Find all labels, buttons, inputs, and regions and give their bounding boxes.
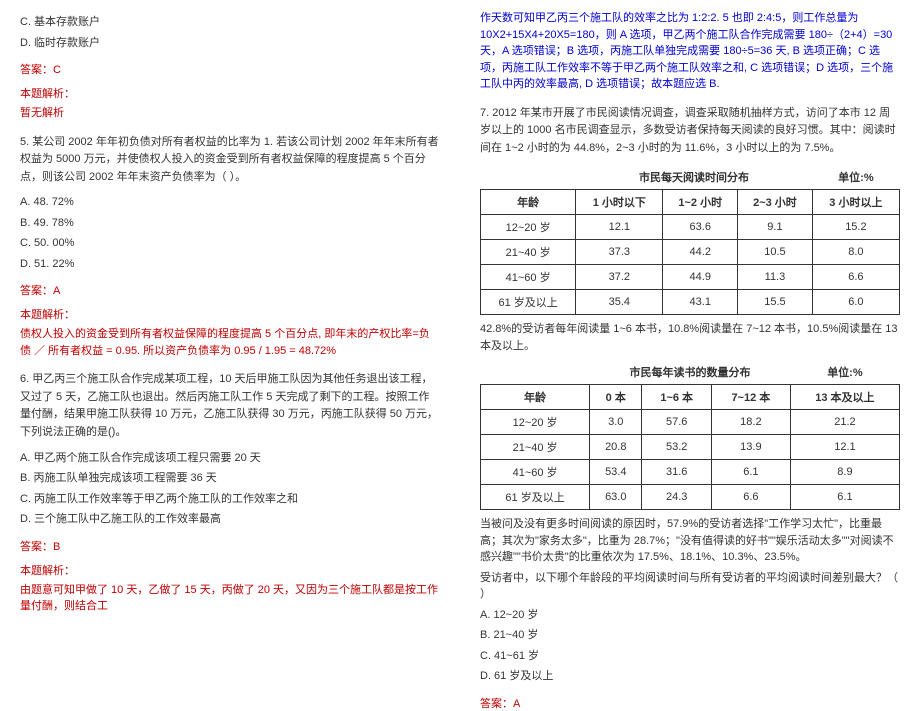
q5-explain-title: 本题解析： <box>20 306 440 322</box>
q6-explain-continued: 作天数可知甲乙丙三个施工队的效率之比为 1:2:2. 5 也即 2:4:5，则工… <box>480 10 900 93</box>
table2-title: 市民每年读书的数量分布 <box>590 360 791 385</box>
q7-after-table2-1: 当被问及没有更多时间阅读的原因时，57.9%的受访者选择"工作学习太忙"，比重最… <box>480 516 900 566</box>
table-row: 61 岁及以上35.443.115.56.0 <box>481 290 900 315</box>
q6-answer: 答案：B <box>20 538 440 554</box>
table-reading-time: 市民每天阅读时间分布 单位:% 年龄 1 小时以下 1~2 小时 2~3 小时 … <box>480 165 900 315</box>
q6-option-c: C. 丙施工队工作效率等于甲乙两个施工队的工作效率之和 <box>20 491 440 508</box>
table1-h2: 1~2 小时 <box>663 190 738 215</box>
table-row: 21~40 岁20.853.213.912.1 <box>481 435 900 460</box>
table2-header-row: 年龄 0 本 1~6 本 7~12 本 13 本及以上 <box>481 385 900 410</box>
table2-h2: 1~6 本 <box>642 385 712 410</box>
table2-h0: 年龄 <box>481 385 590 410</box>
q7-option-a: A. 12~20 岁 <box>480 607 900 624</box>
table-row: 41~60 岁37.244.911.36.6 <box>481 265 900 290</box>
table1-title: 市民每天阅读时间分布 <box>576 165 813 190</box>
q6-explain-title: 本题解析： <box>20 562 440 578</box>
q6-explain-text: 由题意可知甲做了 10 天，乙做了 15 天，丙做了 20 天，又因为三个施工队… <box>20 582 440 615</box>
table-row: 12~20 岁12.163.69.115.2 <box>481 215 900 240</box>
table1-h0: 年龄 <box>481 190 576 215</box>
q4-option-d: D. 临时存款账户 <box>20 35 440 52</box>
q4-explain-text: 暂无解析 <box>20 105 440 122</box>
q4-option-c: C. 基本存款账户 <box>20 14 440 31</box>
q7-option-b: B. 21~40 岁 <box>480 627 900 644</box>
q5-option-b: B. 49. 78% <box>20 215 440 232</box>
q5-option-a: A. 48. 72% <box>20 194 440 211</box>
right-column: 作天数可知甲乙丙三个施工队的效率之比为 1:2:2. 5 也即 2:4:5，则工… <box>460 0 920 651</box>
q6-option-d: D. 三个施工队中乙施工队的工作效率最高 <box>20 511 440 528</box>
table2-h4: 13 本及以上 <box>790 385 899 410</box>
q7-option-d: D. 61 岁及以上 <box>480 668 900 685</box>
table1-header-row: 年龄 1 小时以下 1~2 小时 2~3 小时 3 小时以上 <box>481 190 900 215</box>
q5-explain-text: 债权人投入的资金受到所有者权益保障的程度提高 5 个百分点, 即年末的产权比率=… <box>20 326 440 359</box>
q7-stem: 7. 2012 年某市开展了市民阅读情况调查，调查采取随机抽样方式，访问了本市 … <box>480 105 900 158</box>
q7-after-table2-2: 受访者中，以下哪个年龄段的平均阅读时间与所有受访者的平均阅读时间差别最大？（ ） <box>480 570 900 603</box>
q7-after-table1: 42.8%的受访者每年阅读量 1~6 本书，10.8%阅读量在 7~12 本书，… <box>480 321 900 354</box>
q5-option-d: D. 51. 22% <box>20 256 440 273</box>
q5-answer: 答案：A <box>20 282 440 298</box>
table-row: 12~20 岁3.057.618.221.2 <box>481 410 900 435</box>
table1-unit: 单位:% <box>812 165 899 190</box>
table1-h4: 3 小时以上 <box>812 190 899 215</box>
table-books-per-year: 市民每年读书的数量分布 单位:% 年龄 0 本 1~6 本 7~12 本 13 … <box>480 360 900 510</box>
table-row: 41~60 岁53.431.66.18.9 <box>481 460 900 485</box>
left-column: C. 基本存款账户 D. 临时存款账户 答案：C 本题解析： 暂无解析 5. 某… <box>0 0 460 651</box>
q5-stem: 5. 某公司 2002 年年初负债对所有者权益的比率为 1. 若该公司计划 20… <box>20 134 440 187</box>
table-row: 61 岁及以上63.024.36.66.1 <box>481 485 900 510</box>
table-row: 21~40 岁37.344.210.58.0 <box>481 240 900 265</box>
q6-stem: 6. 甲乙丙三个施工队合作完成某项工程，10 天后甲施工队因为其他任务退出该工程… <box>20 371 440 441</box>
table2-h1: 0 本 <box>590 385 642 410</box>
table1-h1: 1 小时以下 <box>576 190 663 215</box>
q4-explain-title: 本题解析： <box>20 85 440 101</box>
table1-h3: 2~3 小时 <box>738 190 813 215</box>
table2-h3: 7~12 本 <box>711 385 790 410</box>
q7-answer: 答案：A <box>480 695 900 711</box>
q6-option-b: B. 丙施工队单独完成该项工程需要 36 天 <box>20 470 440 487</box>
q6-option-a: A. 甲乙两个施工队合作完成该项工程只需要 20 天 <box>20 450 440 467</box>
q7-option-c: C. 41~61 岁 <box>480 648 900 665</box>
table2-unit: 单位:% <box>790 360 899 385</box>
q4-answer: 答案：C <box>20 61 440 77</box>
q5-option-c: C. 50. 00% <box>20 235 440 252</box>
